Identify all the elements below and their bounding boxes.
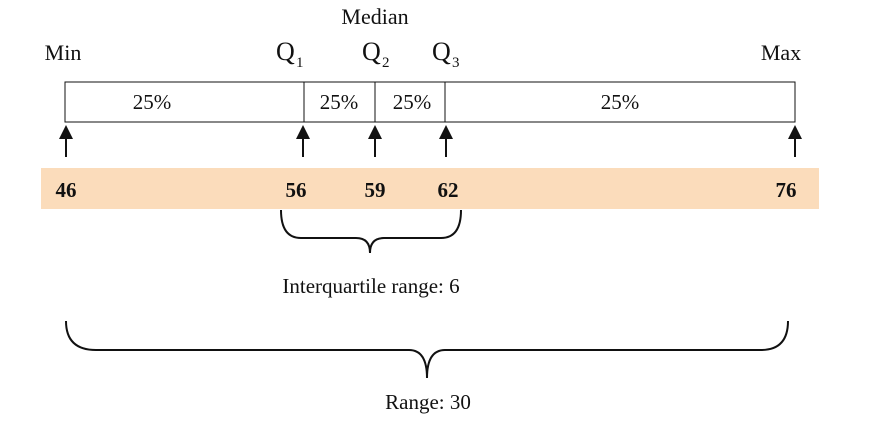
q2-label: Q 2: [362, 37, 390, 71]
svg-text:1: 1: [296, 55, 304, 71]
values-band: [41, 168, 819, 209]
min-value: 46: [56, 178, 77, 202]
q3-value: 62: [438, 178, 459, 202]
segment-3-percent: 25%: [393, 90, 432, 114]
svg-text:Q: Q: [276, 37, 295, 66]
median-label: Median: [341, 4, 408, 29]
range-brace-icon: [65, 320, 789, 379]
svg-text:Q: Q: [362, 37, 381, 66]
segment-4-percent: 25%: [601, 90, 640, 114]
svg-text:3: 3: [452, 55, 460, 71]
svg-text:2: 2: [382, 55, 390, 71]
segment-1-percent: 25%: [133, 90, 172, 114]
svg-text:Q: Q: [432, 37, 451, 66]
median-value: 59: [365, 178, 386, 202]
max-value: 76: [776, 178, 797, 202]
min-label: Min: [45, 40, 82, 65]
quartile-box: [64, 81, 796, 123]
q1-label: Q 1: [276, 37, 304, 71]
iqr-brace-icon: [280, 209, 462, 254]
iqr-label: Interquartile range: 6: [282, 274, 459, 298]
q1-value: 56: [286, 178, 307, 202]
q3-label: Q 3: [432, 37, 460, 71]
max-label: Max: [761, 40, 801, 65]
segment-2-percent: 25%: [320, 90, 359, 114]
range-label: Range: 30: [385, 390, 471, 414]
